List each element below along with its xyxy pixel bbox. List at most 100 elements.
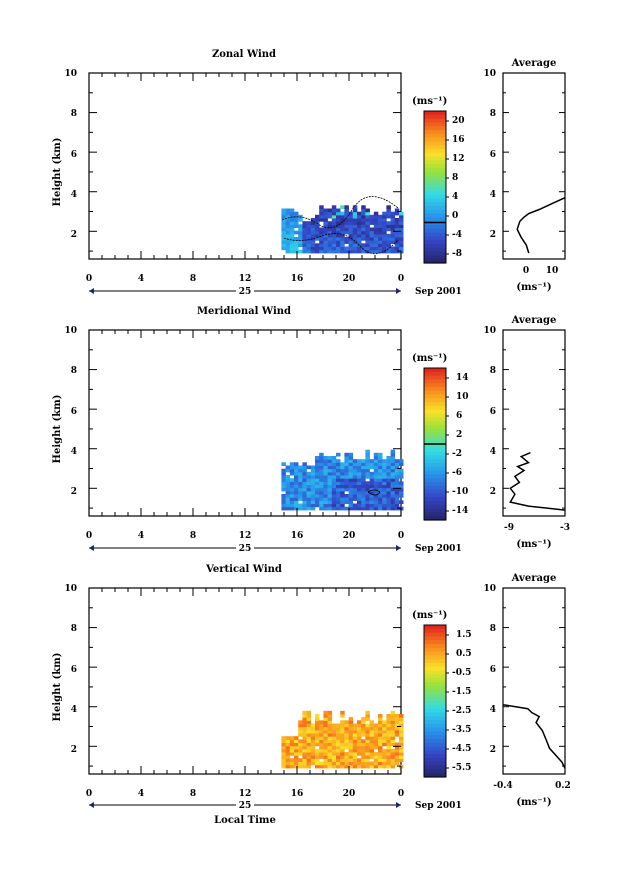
heatmap-cell (285, 506, 291, 511)
heatmap-cell (390, 468, 396, 473)
heatmap-cell (310, 494, 316, 498)
colorbar-segment (424, 670, 446, 675)
colorbar-segment (424, 425, 446, 430)
heatmap-cell (365, 761, 370, 766)
heatmap-cell (340, 723, 345, 728)
heatmap-cell (352, 748, 358, 753)
heatmap-cell (390, 478, 396, 482)
heatmap-cell (285, 490, 291, 495)
heatmap-cell (315, 230, 320, 235)
colorbar-segment (424, 459, 446, 464)
heatmap-cell (336, 475, 341, 479)
heatmap-cell (344, 227, 349, 232)
heatmap-cell (399, 500, 404, 504)
heatmap-cell (348, 227, 354, 232)
heatmap-cell (394, 490, 400, 495)
heatmap-cell (327, 462, 333, 466)
heatmap-cell (352, 208, 358, 213)
heatmap-cell (289, 748, 295, 753)
heatmap-cell (323, 218, 328, 222)
heatmap-cell (378, 237, 383, 241)
heatmap-cell (386, 761, 391, 766)
heatmap-cell (315, 503, 320, 508)
heatmap-cell (281, 736, 286, 740)
y-tick-labels: 10 8 6 4 2 (64, 69, 77, 240)
colorbar-segment (424, 198, 446, 203)
heatmap-cell (386, 224, 391, 228)
colorbar-label: 20 (452, 116, 465, 126)
heatmap-cell (365, 758, 370, 762)
heatmap-cell (369, 755, 375, 759)
heatmap-cell (386, 249, 391, 254)
heatmap-cell (352, 240, 358, 244)
heatmap-cell (382, 490, 387, 495)
heatmap-cell (294, 211, 299, 216)
heatmap-cell (348, 243, 354, 247)
heatmap-cell (327, 208, 333, 213)
heatmap-cell (306, 481, 312, 485)
heatmap-cell (378, 468, 383, 473)
heatmap-cell (323, 736, 328, 740)
x-tick-label: 0 (398, 274, 404, 284)
heatmap-cell (285, 221, 291, 225)
colorbar-segment (424, 489, 446, 494)
heatmap-cell (336, 723, 341, 728)
heatmap-cell (281, 233, 286, 238)
heatmap-cell (369, 237, 375, 241)
heatmap-cell (306, 503, 312, 508)
heatmap-cell (336, 764, 341, 769)
heatmap-cell (399, 475, 404, 479)
y-axis-label: Height (km) (52, 653, 63, 722)
heatmap-cell (281, 761, 286, 766)
heatmap-cell (386, 237, 391, 241)
heatmap-cell (294, 221, 299, 225)
x-tick-label: 12 (239, 531, 252, 541)
heatmap-cell (378, 736, 383, 740)
heatmap-cell (327, 246, 333, 251)
heatmap-cell (365, 465, 370, 470)
colorbar-label: 0 (452, 211, 458, 221)
heatmap-cell (361, 230, 366, 235)
average-title: Average (511, 58, 557, 69)
heatmap-cell (382, 500, 387, 504)
heatmap-cell (319, 503, 324, 508)
y-tick-labels: 10 8 6 4 2 (64, 584, 77, 755)
heatmap-cell (382, 230, 387, 235)
heatmap-cell (365, 710, 370, 715)
y-tick-label: 8 (71, 109, 77, 119)
heatmap-cell (361, 506, 366, 511)
heatmap-cell (281, 503, 286, 508)
avg-x-tick-label: -3 (560, 523, 570, 533)
colorbar-segment (424, 406, 446, 411)
heatmap-cell (394, 717, 400, 721)
colorbar-segment (424, 447, 446, 453)
average-profile-line (502, 703, 566, 769)
heatmap-cell (306, 224, 312, 228)
heatmap-cell (289, 221, 295, 225)
heatmap-cell (298, 243, 303, 247)
heatmap-cell (323, 208, 328, 213)
heatmap-cell (394, 233, 400, 238)
heatmap-cell (378, 218, 383, 222)
heatmap-cell (344, 452, 349, 457)
heatmap-cell (319, 249, 324, 254)
heatmap-cell (315, 758, 320, 762)
colorbar-segment (424, 160, 446, 165)
heatmap-cell (394, 462, 400, 466)
heatmap-cell (319, 233, 324, 238)
heatmap-cell (289, 506, 295, 511)
heatmap-cell (298, 506, 303, 511)
heatmap-cell (315, 227, 320, 232)
heatmap-cell (352, 218, 358, 222)
day-label: 25 (239, 544, 252, 554)
heatmap-cell (394, 227, 400, 232)
heatmap-cell (373, 237, 379, 241)
day-bar: 25 (89, 544, 401, 554)
heatmap-cell (306, 233, 312, 238)
heatmap-cell (382, 494, 387, 498)
heatmap-cell (327, 227, 333, 232)
heatmap-cell (302, 710, 307, 715)
heatmap-cell (382, 755, 387, 759)
heatmap-cell (390, 758, 396, 762)
avg-y-tick-label: 10 (483, 69, 496, 79)
